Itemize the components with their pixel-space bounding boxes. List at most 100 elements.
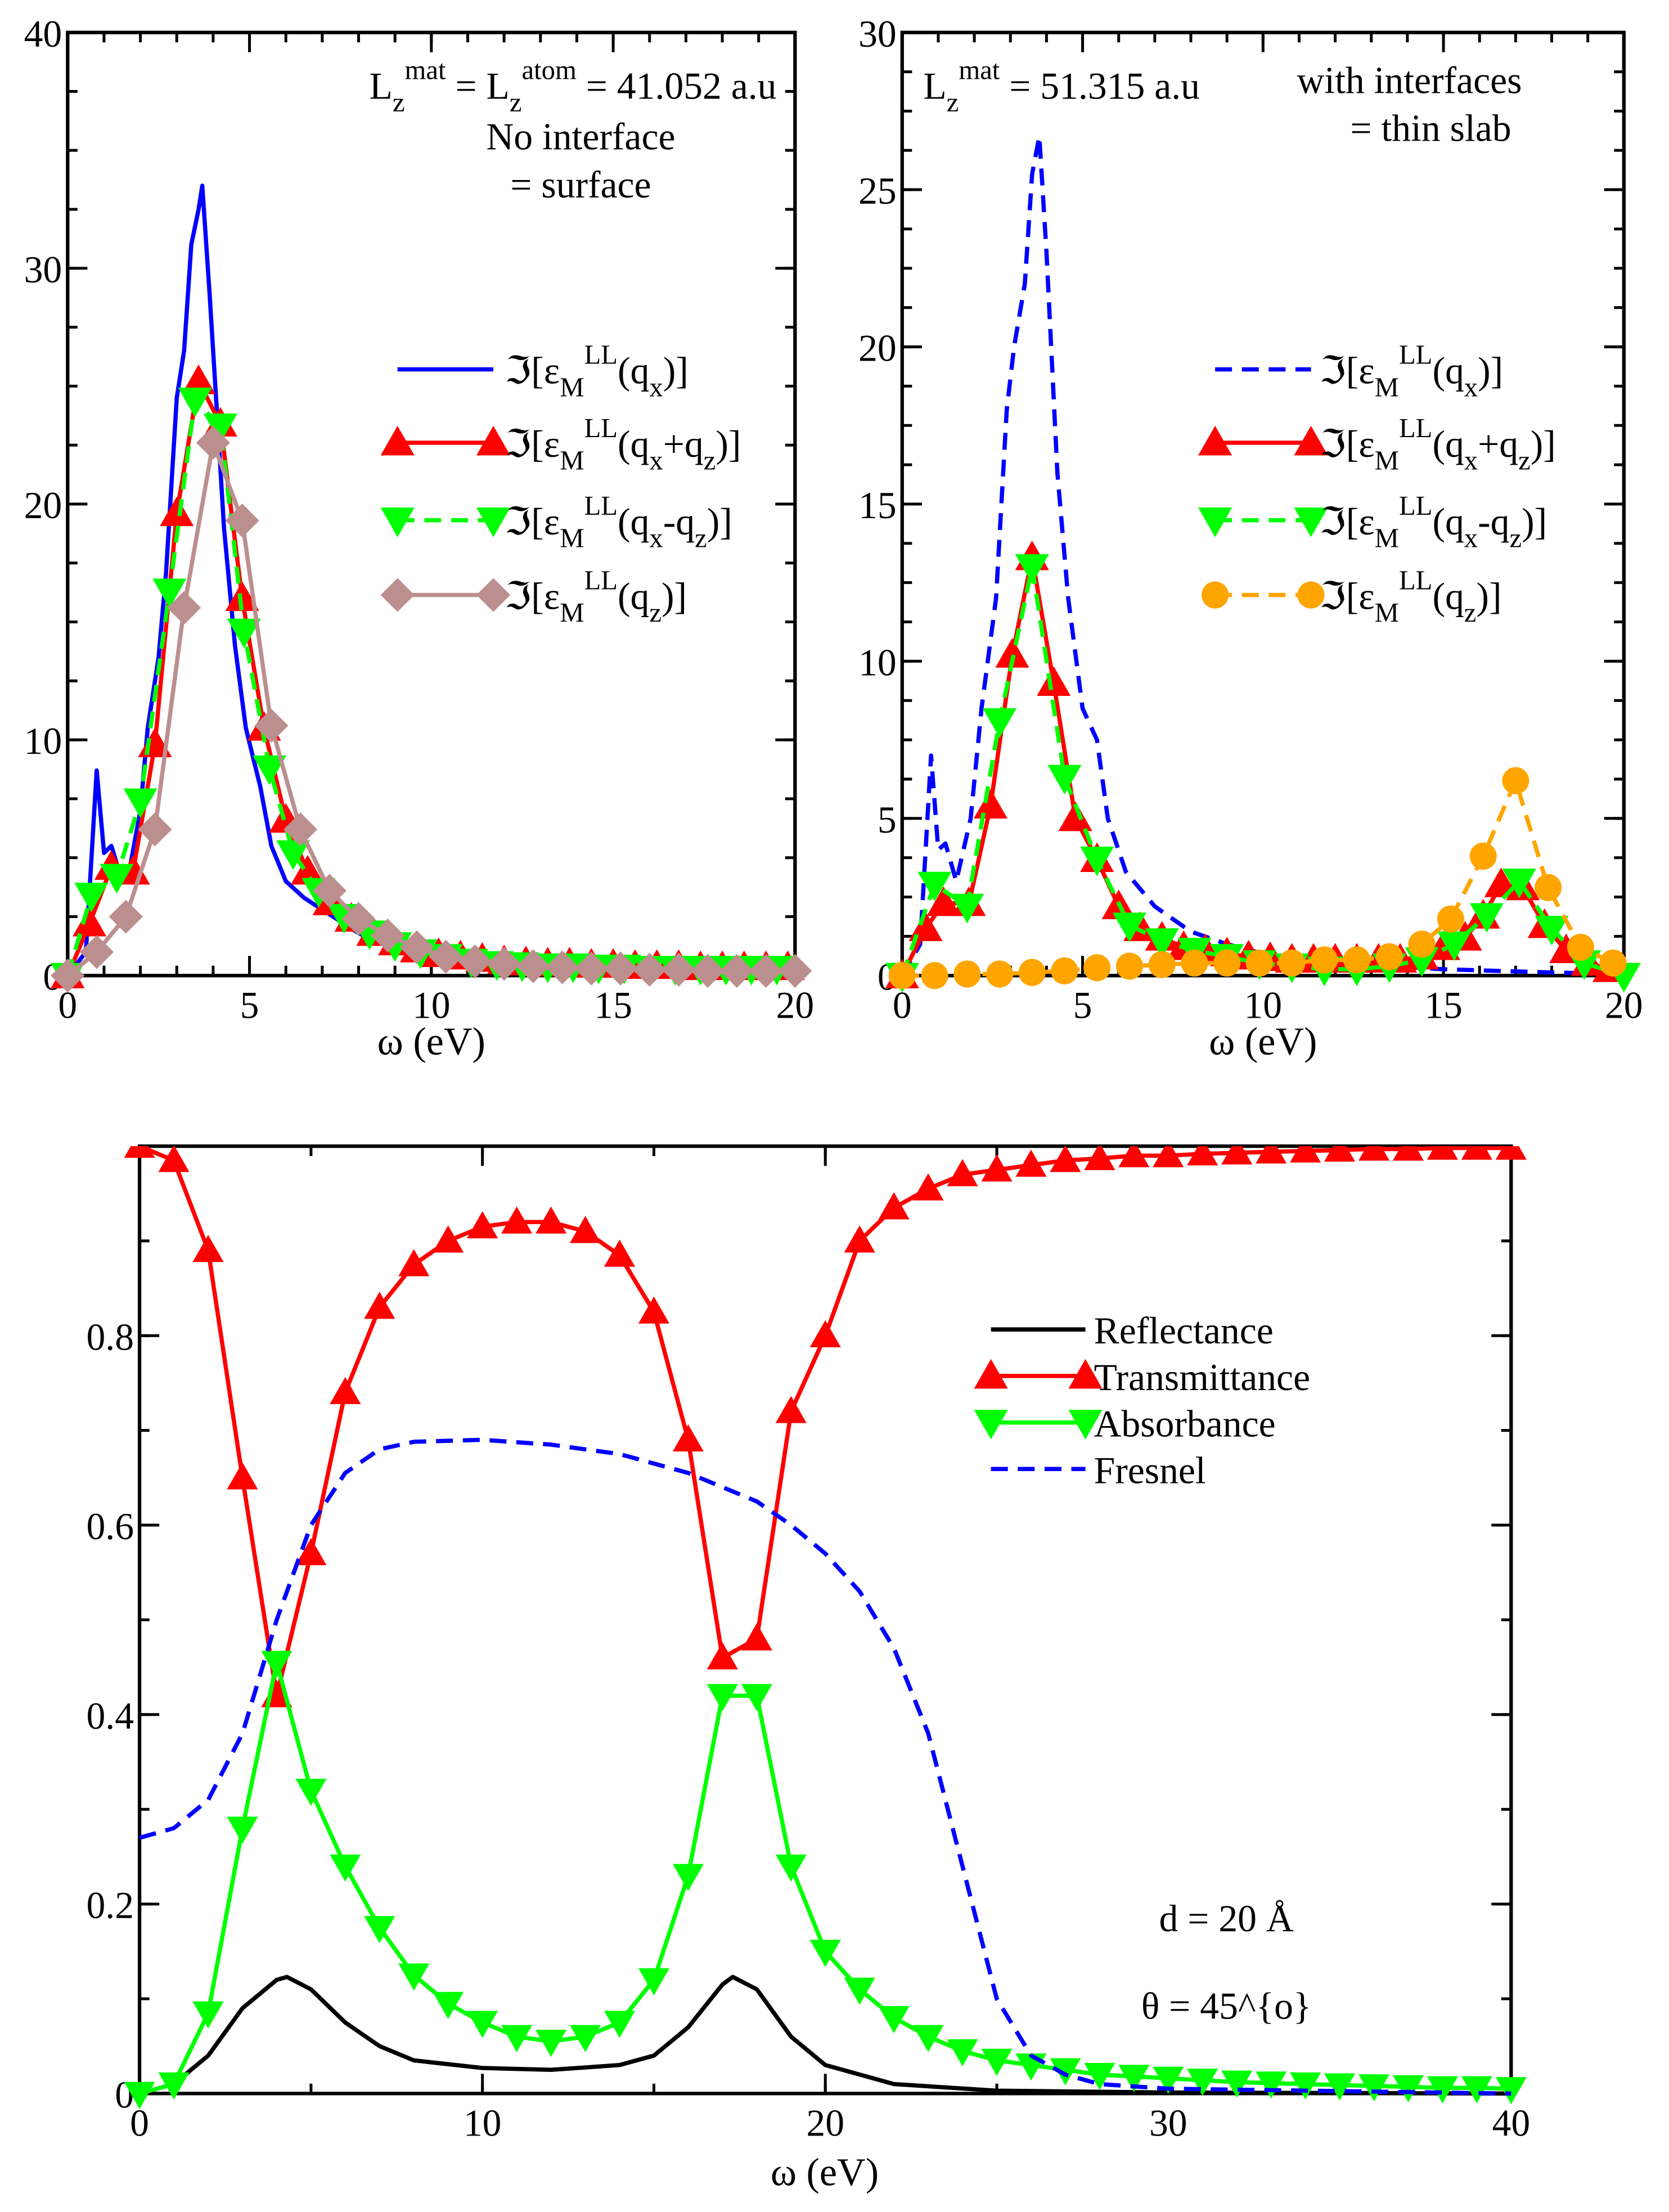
x-tick-label: 10 bbox=[1244, 984, 1282, 1026]
legend-label: Absorbance bbox=[1094, 1403, 1276, 1445]
y-tick-label: 0.6 bbox=[86, 1505, 134, 1548]
data-point-marker bbox=[974, 1359, 1008, 1389]
data-point-marker bbox=[227, 1817, 258, 1844]
data-point-marker bbox=[1080, 846, 1114, 876]
data-point-marker bbox=[973, 789, 1008, 819]
annotation: = surface bbox=[510, 164, 651, 206]
data-point-marker bbox=[1290, 1146, 1321, 1163]
x-tick-label: 5 bbox=[1073, 984, 1092, 1026]
data-point-marker bbox=[1213, 949, 1241, 977]
data-point-marker bbox=[982, 708, 1017, 738]
data-point-marker bbox=[844, 1977, 875, 2005]
data-point-marker bbox=[433, 1991, 464, 2019]
data-point-marker bbox=[1392, 2075, 1424, 2103]
data-point-marker bbox=[995, 638, 1029, 668]
data-point-marker bbox=[1083, 954, 1111, 982]
data-point-marker bbox=[1324, 1146, 1356, 1162]
legend-label: ℑ[εMLL(qx)] bbox=[1320, 340, 1504, 403]
data-point-marker bbox=[707, 1642, 738, 1670]
y-tick-label: 10 bbox=[24, 720, 62, 762]
y-tick-label: 5 bbox=[878, 799, 897, 841]
data-point-marker bbox=[196, 425, 230, 460]
y-tick-label: 20 bbox=[24, 484, 62, 527]
plot-frame bbox=[66, 30, 797, 978]
series-line-0 bbox=[900, 134, 1624, 977]
plot-frame bbox=[900, 30, 1626, 978]
y-tick-label: 0.4 bbox=[86, 1695, 134, 1737]
plot-frame bbox=[137, 1144, 1513, 2096]
data-point-marker bbox=[398, 1963, 430, 1991]
data-point-marker bbox=[1037, 666, 1071, 696]
data-point-marker bbox=[981, 1154, 1013, 1182]
data-point-marker bbox=[1256, 2071, 1287, 2099]
data-point-marker bbox=[1047, 765, 1082, 795]
data-point-marker bbox=[225, 581, 259, 612]
data-point-marker bbox=[926, 886, 961, 916]
y-tick-label: 0 bbox=[115, 2074, 134, 2116]
data-point-marker bbox=[1297, 581, 1325, 609]
panel-bottom: 0 10 20 30 40 0 0.2 0.4 0.6 0.8 ω (eV) ReflectanceT… bbox=[86, 1144, 1530, 2194]
legend-label: ℑ[εMLL(qx+qz)] bbox=[1320, 413, 1556, 476]
data-point-marker bbox=[632, 952, 667, 987]
data-point-marker bbox=[921, 962, 948, 990]
data-point-marker bbox=[1050, 2058, 1081, 2085]
data-point-marker bbox=[1294, 425, 1328, 456]
data-point-marker bbox=[844, 1225, 875, 1253]
annotation: d = 20 Å bbox=[1159, 1898, 1294, 1940]
data-point-marker bbox=[981, 2048, 1013, 2076]
data-point-marker bbox=[1221, 1146, 1253, 1165]
x-tick-label: 15 bbox=[594, 984, 632, 1026]
data-point-marker bbox=[574, 951, 609, 986]
data-point-marker bbox=[167, 591, 201, 625]
data-point-marker bbox=[1290, 2072, 1321, 2100]
data-point-marker bbox=[1278, 949, 1306, 977]
data-point-marker bbox=[1118, 2065, 1150, 2092]
data-point-marker bbox=[330, 1854, 361, 1882]
data-point-marker bbox=[290, 855, 325, 885]
legend-label: ℑ[εMLL(qx+qz)] bbox=[505, 413, 741, 476]
x-tick-label: 10 bbox=[464, 2102, 502, 2144]
data-point-marker bbox=[1015, 554, 1049, 584]
data-point-marker bbox=[178, 388, 212, 417]
data-point-marker bbox=[380, 507, 415, 537]
annotation: Lzmat = 51.315 a.u bbox=[923, 55, 1200, 118]
x-tick-label: 0 bbox=[130, 2102, 149, 2144]
data-point-marker bbox=[809, 1940, 841, 1967]
data-point-marker bbox=[953, 960, 981, 988]
data-point-marker bbox=[1181, 949, 1208, 977]
data-point-marker bbox=[1427, 1146, 1458, 1160]
y-tick-label: 30 bbox=[24, 249, 62, 291]
data-point-marker bbox=[1375, 943, 1403, 970]
series-group bbox=[124, 1146, 1527, 2109]
data-point-marker bbox=[604, 1239, 636, 1267]
data-point-marker bbox=[1112, 912, 1147, 942]
data-point-marker bbox=[1469, 903, 1504, 933]
data-point-marker bbox=[569, 2025, 601, 2052]
data-point-marker bbox=[1084, 1146, 1115, 1170]
data-point-marker bbox=[160, 496, 194, 527]
series-line-0 bbox=[139, 1975, 1511, 2096]
data-point-marker bbox=[501, 1206, 533, 1234]
data-point-marker bbox=[181, 364, 216, 394]
data-point-marker bbox=[1068, 1359, 1103, 1389]
y-tick-label: 20 bbox=[858, 327, 897, 370]
data-point-marker bbox=[1502, 869, 1536, 898]
data-point-marker bbox=[158, 2072, 190, 2100]
data-point-marker bbox=[74, 883, 109, 912]
data-point-marker bbox=[775, 1854, 807, 1882]
data-point-marker bbox=[254, 708, 289, 743]
data-point-marker bbox=[123, 788, 158, 819]
data-point-marker bbox=[878, 1192, 910, 1220]
series-group bbox=[885, 134, 1641, 993]
data-point-marker bbox=[1198, 507, 1232, 537]
data-point-marker bbox=[429, 939, 463, 974]
legend-label: Reflectance bbox=[1094, 1310, 1274, 1352]
data-point-marker bbox=[569, 1216, 601, 1243]
data-point-marker bbox=[912, 1173, 944, 1201]
data-point-marker bbox=[203, 413, 237, 443]
data-point-marker bbox=[1221, 2070, 1253, 2098]
legend-label: ℑ[εMLL(qz)] bbox=[505, 565, 687, 628]
data-point-marker bbox=[1437, 931, 1472, 961]
